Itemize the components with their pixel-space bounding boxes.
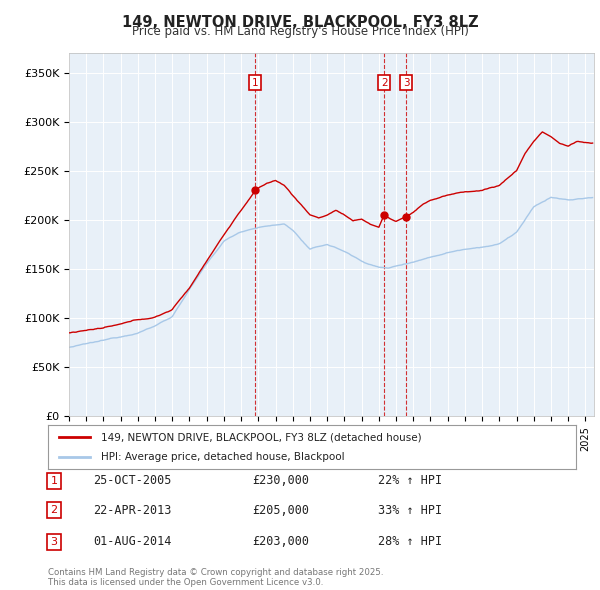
Text: 22-APR-2013: 22-APR-2013: [93, 504, 172, 517]
Text: HPI: Average price, detached house, Blackpool: HPI: Average price, detached house, Blac…: [101, 452, 344, 461]
Text: £230,000: £230,000: [252, 474, 309, 487]
Text: Price paid vs. HM Land Registry's House Price Index (HPI): Price paid vs. HM Land Registry's House …: [131, 25, 469, 38]
Text: 2: 2: [381, 77, 388, 87]
Text: 149, NEWTON DRIVE, BLACKPOOL, FY3 8LZ: 149, NEWTON DRIVE, BLACKPOOL, FY3 8LZ: [122, 15, 478, 30]
Text: 33% ↑ HPI: 33% ↑ HPI: [378, 504, 442, 517]
Text: 149, NEWTON DRIVE, BLACKPOOL, FY3 8LZ (detached house): 149, NEWTON DRIVE, BLACKPOOL, FY3 8LZ (d…: [101, 432, 421, 442]
Text: 1: 1: [50, 476, 58, 486]
Text: 2: 2: [50, 506, 58, 515]
Text: 28% ↑ HPI: 28% ↑ HPI: [378, 535, 442, 548]
Text: 1: 1: [252, 77, 259, 87]
Text: 01-AUG-2014: 01-AUG-2014: [93, 535, 172, 548]
Text: Contains HM Land Registry data © Crown copyright and database right 2025.
This d: Contains HM Land Registry data © Crown c…: [48, 568, 383, 587]
Text: 3: 3: [50, 537, 58, 546]
Text: 25-OCT-2005: 25-OCT-2005: [93, 474, 172, 487]
Text: £205,000: £205,000: [252, 504, 309, 517]
Text: 3: 3: [403, 77, 409, 87]
Text: 22% ↑ HPI: 22% ↑ HPI: [378, 474, 442, 487]
Text: £203,000: £203,000: [252, 535, 309, 548]
